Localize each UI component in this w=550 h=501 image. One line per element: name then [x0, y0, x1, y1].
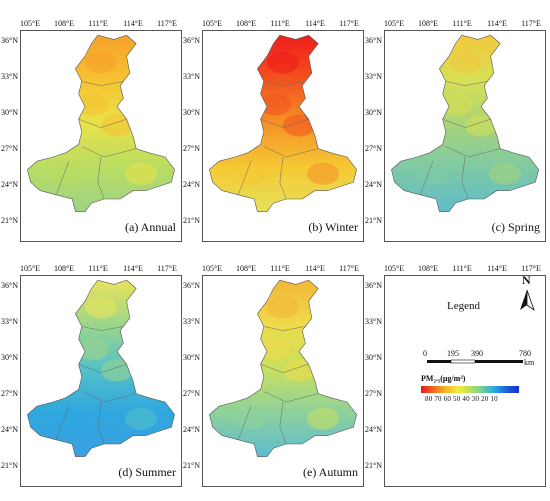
- scale-bar: [427, 359, 523, 364]
- scale-label: 780: [519, 349, 531, 358]
- x-tick-label: 114°E: [123, 19, 143, 28]
- x-tick-label: 114°E: [305, 264, 325, 273]
- y-tick-label: 24°N: [365, 180, 382, 189]
- x-tick-label: 108°E: [53, 19, 75, 28]
- x-tick-label: 111°E: [452, 19, 472, 28]
- map-panel-winter: (b) Winter: [202, 30, 364, 242]
- y-tick-label: 30°N: [1, 108, 18, 117]
- y-tick-label: 36°N: [183, 281, 200, 290]
- y-tick-label: 36°N: [365, 36, 382, 45]
- pm25-map: [209, 279, 357, 457]
- north-arrow-icon: [520, 289, 535, 312]
- y-tick-label: 27°N: [365, 144, 382, 153]
- y-tick-label: 24°N: [1, 425, 18, 434]
- x-tick-label: 117°E: [157, 264, 177, 273]
- y-tick-label: 21°N: [1, 461, 18, 470]
- panel-label: (a) Annual: [125, 220, 176, 234]
- y-tick-label: 21°N: [183, 461, 200, 470]
- x-tick-label: 111°E: [452, 264, 472, 273]
- north-label: N: [522, 273, 531, 287]
- pm25-map: [391, 34, 539, 212]
- map-panel-annual: (a) Annual: [20, 30, 182, 242]
- y-tick-label: 36°N: [183, 36, 200, 45]
- x-tick-label: 105°E: [383, 19, 405, 28]
- panel-label: (d) Summer: [118, 465, 176, 479]
- x-tick-label: 105°E: [201, 264, 223, 273]
- y-tick-label: 24°N: [1, 180, 18, 189]
- scale-label: 195: [447, 349, 459, 358]
- y-tick-label: 24°N: [365, 425, 382, 434]
- y-tick-label: 27°N: [1, 144, 18, 153]
- y-tick-label: 21°N: [183, 216, 200, 225]
- x-tick-label: 108°E: [235, 264, 257, 273]
- x-tick-label: 108°E: [417, 264, 439, 273]
- x-tick-label: 117°E: [521, 19, 541, 28]
- map-panel-spring: (c) Spring: [384, 30, 546, 242]
- y-tick-label: 33°N: [183, 72, 200, 81]
- x-tick-label: 111°E: [88, 19, 108, 28]
- panel-label: (c) Spring: [491, 220, 540, 234]
- scale-label: 390: [471, 349, 483, 358]
- x-tick-label: 105°E: [383, 264, 405, 273]
- pm25-map: [209, 34, 357, 212]
- y-tick-label: 24°N: [183, 425, 200, 434]
- scale-unit: km: [524, 358, 535, 367]
- y-tick-label: 33°N: [365, 72, 382, 81]
- map-panel-autumn: (e) Autumn: [202, 275, 364, 487]
- y-tick-label: 33°N: [365, 317, 382, 326]
- y-tick-label: 30°N: [183, 353, 200, 362]
- x-tick-label: 117°E: [521, 264, 541, 273]
- pm25-map: [27, 34, 175, 212]
- x-tick-label: 114°E: [305, 19, 325, 28]
- x-tick-label: 111°E: [270, 264, 290, 273]
- y-tick-label: 36°N: [1, 281, 18, 290]
- x-tick-label: 114°E: [487, 264, 507, 273]
- scale-label: 0: [423, 349, 427, 358]
- colorbar-ticks: 80 70 60 50 40 30 20 10: [425, 395, 498, 403]
- x-tick-label: 108°E: [235, 19, 257, 28]
- y-tick-label: 27°N: [183, 144, 200, 153]
- x-tick-label: 111°E: [88, 264, 108, 273]
- x-tick-label: 105°E: [19, 19, 41, 28]
- y-tick-label: 30°N: [1, 353, 18, 362]
- legend-panel: Legend N 0 195 390 780 km PM₂.₅(μg/m³) 80 70 60 …: [384, 273, 546, 487]
- colorbar-title: PM₂.₅(μg/m³): [421, 374, 466, 383]
- y-tick-label: 30°N: [365, 108, 382, 117]
- x-tick-label: 114°E: [123, 264, 143, 273]
- y-tick-label: 36°N: [365, 281, 382, 290]
- y-tick-label: 21°N: [365, 216, 382, 225]
- y-tick-label: 33°N: [183, 317, 200, 326]
- y-tick-label: 21°N: [365, 461, 382, 470]
- y-tick-label: 36°N: [1, 36, 18, 45]
- y-tick-label: 33°N: [1, 317, 18, 326]
- y-tick-label: 27°N: [365, 389, 382, 398]
- x-tick-label: 117°E: [339, 19, 359, 28]
- y-tick-label: 33°N: [1, 72, 18, 81]
- x-tick-label: 108°E: [417, 19, 439, 28]
- y-tick-label: 24°N: [183, 180, 200, 189]
- x-tick-label: 105°E: [19, 264, 41, 273]
- y-tick-label: 30°N: [183, 108, 200, 117]
- x-tick-label: 108°E: [53, 264, 75, 273]
- panel-label: (b) Winter: [308, 220, 358, 234]
- pm25-map: [27, 279, 175, 457]
- y-tick-label: 27°N: [183, 389, 200, 398]
- y-tick-label: 30°N: [365, 353, 382, 362]
- legend-title: Legend: [447, 300, 480, 312]
- x-tick-label: 105°E: [201, 19, 223, 28]
- y-tick-label: 27°N: [1, 389, 18, 398]
- x-tick-label: 111°E: [270, 19, 290, 28]
- colorbar: [421, 386, 519, 393]
- x-tick-label: 117°E: [157, 19, 177, 28]
- x-tick-label: 117°E: [339, 264, 359, 273]
- x-tick-label: 114°E: [487, 19, 507, 28]
- panel-label: (e) Autumn: [303, 465, 358, 479]
- map-panel-summer: (d) Summer: [20, 275, 182, 487]
- y-tick-label: 21°N: [1, 216, 18, 225]
